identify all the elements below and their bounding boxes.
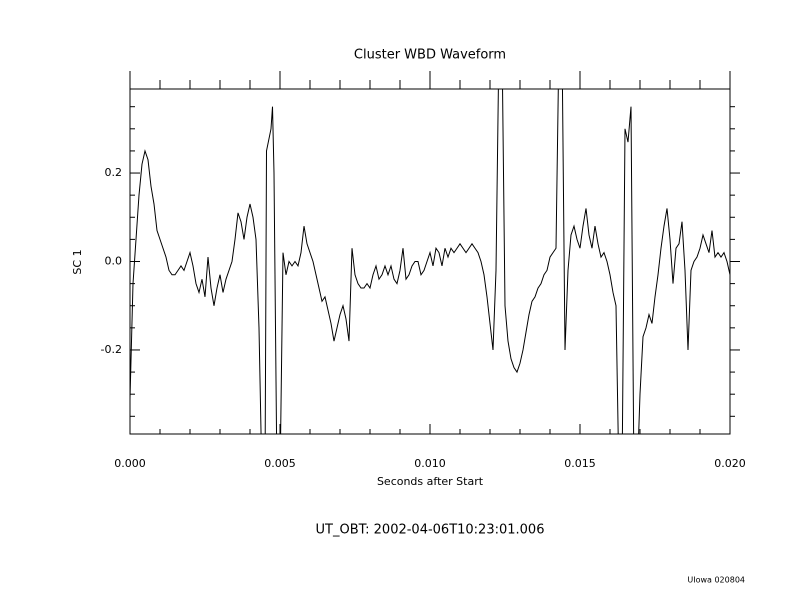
- footer: UIowa 020804: [687, 576, 745, 585]
- x-tick-label: 0.020: [714, 457, 746, 470]
- x-tick-label: 0.015: [564, 457, 596, 470]
- x-tick-label: 0.005: [264, 457, 296, 470]
- annotation: UT_OBT: 2002-04-06T10:23:01.006: [316, 523, 545, 538]
- x-axis-label: Seconds after Start: [377, 475, 484, 488]
- y-tick-label: 0.2: [105, 166, 123, 179]
- x-tick-label: 0.000: [114, 457, 146, 470]
- x-tick-label: 0.010: [414, 457, 446, 470]
- chart-title: Cluster WBD Waveform: [354, 48, 506, 63]
- waveform-line: [130, 89, 730, 434]
- plot-frame: [129, 88, 731, 435]
- y-tick-label: -0.2: [101, 343, 122, 356]
- y-tick-label: 0.0: [105, 255, 123, 268]
- y-axis-label: SC 1: [71, 249, 84, 274]
